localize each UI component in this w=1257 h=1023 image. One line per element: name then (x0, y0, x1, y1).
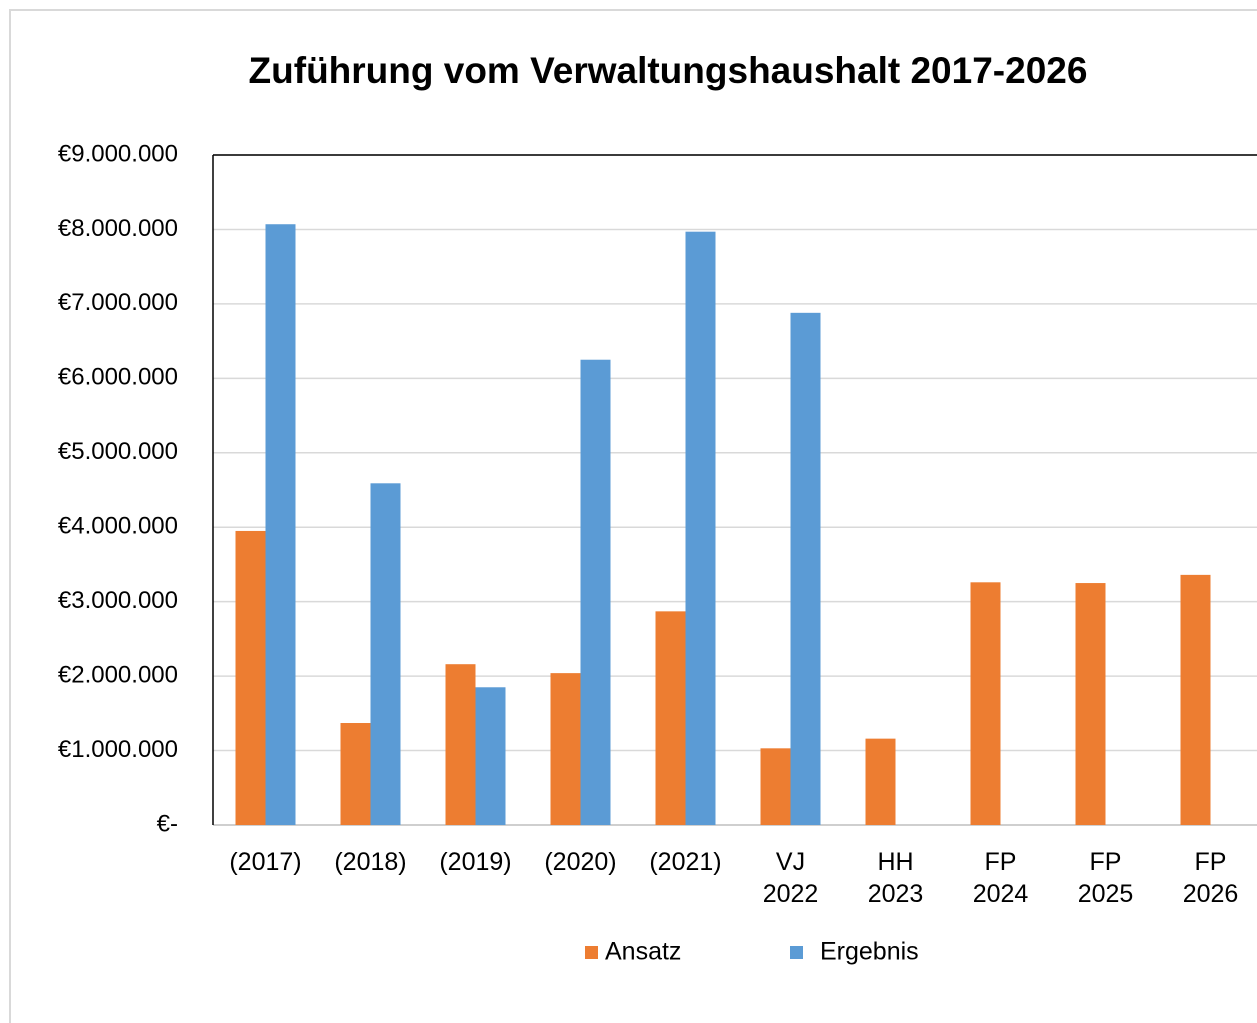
bar (1075, 583, 1106, 825)
x-tick-label: (2020) (544, 848, 616, 876)
labels: €- €1.000.000 €2.000.000 €3.000.000 €4.000.0… (58, 140, 1238, 965)
y-tick-label: €5.000.000 (58, 438, 178, 465)
bar (760, 748, 791, 825)
bar (370, 483, 401, 825)
y-tick-label: €6.000.000 (58, 364, 178, 391)
bar (265, 224, 296, 825)
x-tick-label: VJ 2022 (763, 848, 819, 908)
bar (235, 530, 266, 825)
y-tick-label: €1.000.000 (58, 736, 178, 763)
x-tick-label: (2017) (229, 848, 301, 876)
bar (445, 664, 476, 825)
x-tick-label: (2021) (649, 848, 721, 876)
x-tick-label: HH 2023 (868, 848, 924, 908)
x-tick-label: FP 2026 (1183, 848, 1239, 908)
y-tick-label: €4.000.000 (58, 513, 178, 540)
legend-label: Ansatz (605, 938, 681, 966)
bar (550, 673, 581, 825)
y-tick-label: €2.000.000 (58, 661, 178, 688)
bar (970, 582, 1001, 825)
x-tick-label: FP 2025 (1078, 848, 1134, 908)
bar (340, 723, 371, 825)
bar (580, 359, 611, 825)
bar (475, 687, 506, 825)
legend-swatch (790, 946, 803, 959)
bar (685, 231, 716, 825)
legend-label: Ergebnis (820, 938, 919, 966)
chart-title: Zuführung vom Verwaltungshaushalt 2017-2… (249, 50, 1088, 91)
legend-swatch (585, 946, 598, 959)
y-tick-label: €7.000.000 (58, 289, 178, 316)
bars (235, 224, 1211, 825)
bar (655, 611, 686, 825)
bar (1180, 574, 1211, 825)
y-tick-label: €9.000.000 (58, 140, 178, 167)
y-tick-label: €3.000.000 (58, 587, 178, 614)
x-tick-label: (2019) (439, 848, 511, 876)
y-tick-label: €8.000.000 (58, 215, 178, 242)
bar (790, 312, 821, 825)
y-tick-label: €- (157, 810, 178, 837)
x-tick-label: FP 2024 (973, 848, 1029, 908)
x-tick-label: (2018) (334, 848, 406, 876)
chart-frame (9, 9, 1257, 1023)
bar (865, 738, 896, 825)
